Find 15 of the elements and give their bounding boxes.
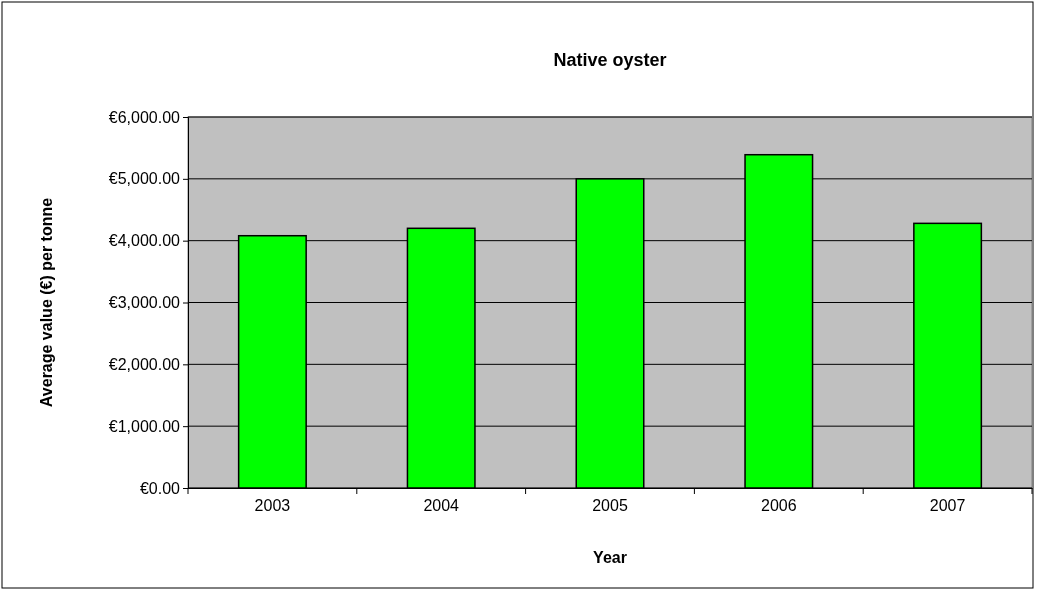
- y-tick-label: €1,000.00: [108, 417, 181, 435]
- y-tick-label: €3,000.00: [108, 294, 181, 312]
- x-tick-label: 2005: [592, 497, 628, 515]
- y-tick-label: €4,000.00: [108, 232, 181, 250]
- x-tick-label: 2003: [254, 497, 291, 515]
- x-tick-label: 2004: [423, 497, 460, 515]
- x-tick-label: 2006: [761, 497, 797, 515]
- y-axis-title: Average value (€) per tonne: [38, 197, 55, 408]
- y-tick-label: €6,000.00: [108, 108, 181, 126]
- x-tick-label: 2007: [929, 497, 966, 515]
- y-tick-label: €0.00: [139, 479, 181, 497]
- x-axis-title: Year: [593, 549, 627, 566]
- chart-title: Native oyster: [553, 50, 667, 70]
- y-tick-label: €2,000.00: [108, 355, 181, 373]
- y-tick-label: €5,000.00: [108, 170, 181, 188]
